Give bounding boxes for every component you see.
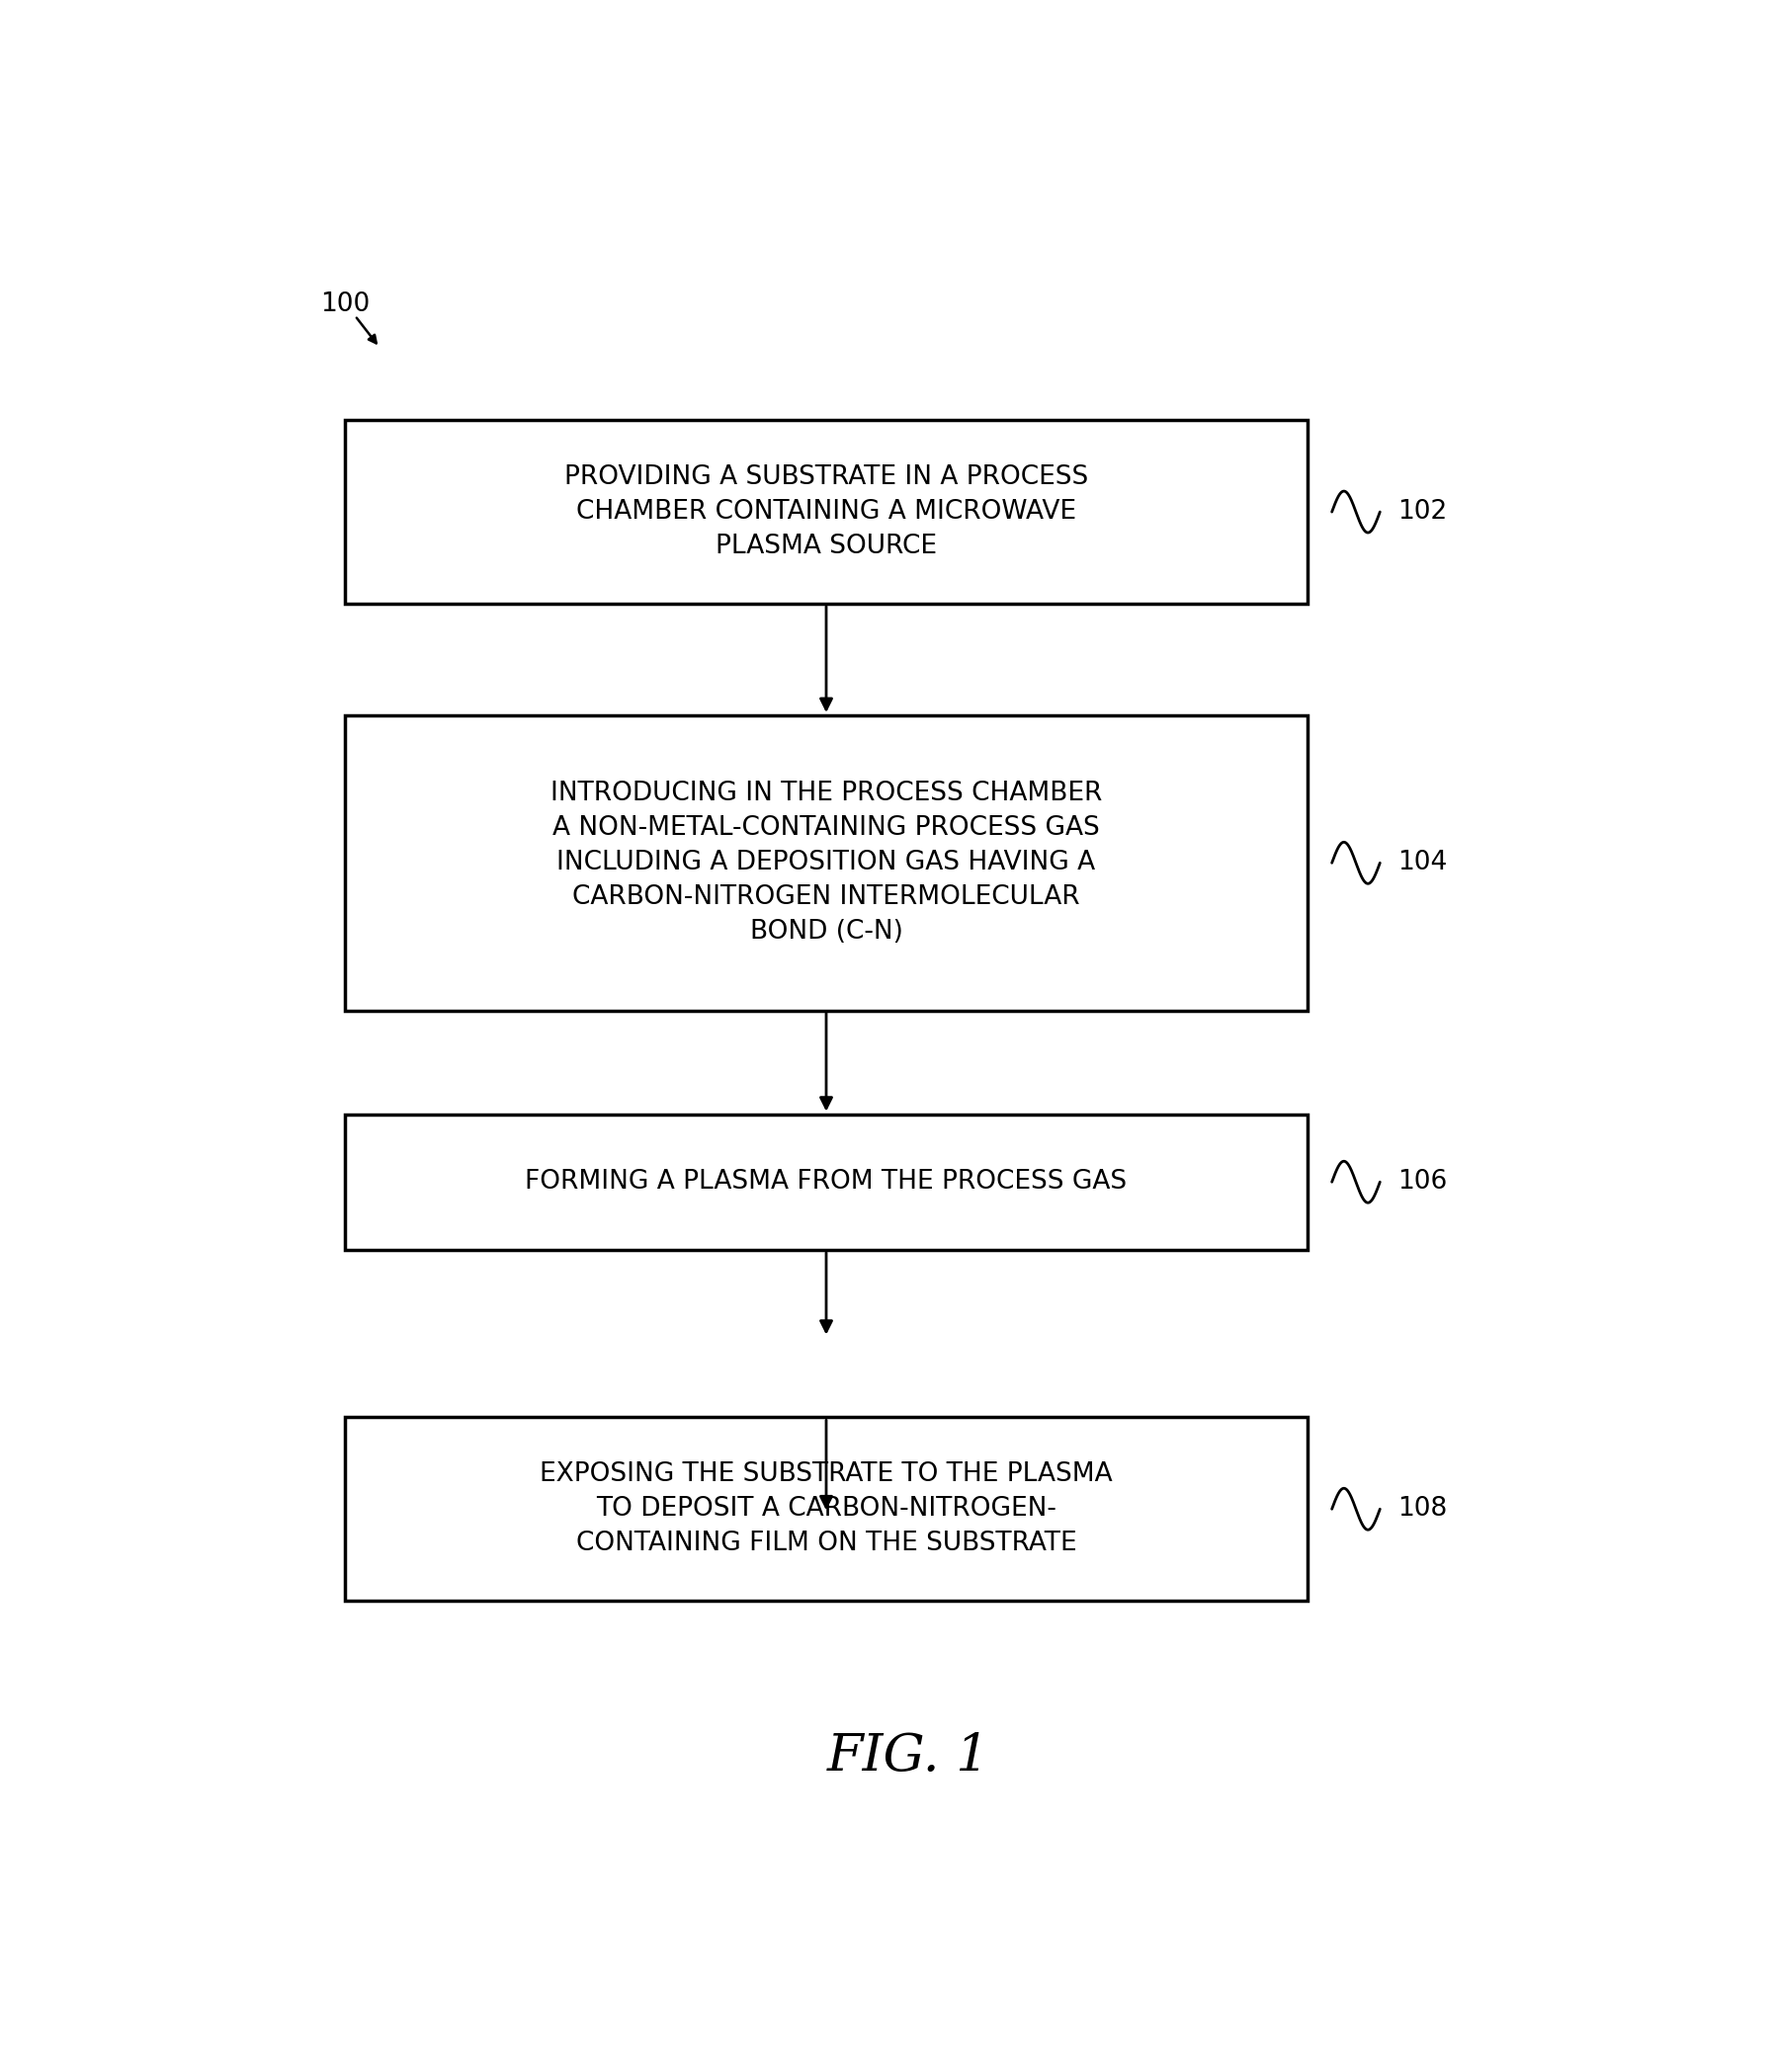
Text: 108: 108 [1397,1496,1447,1521]
Text: 106: 106 [1397,1169,1447,1196]
Text: FORMING A PLASMA FROM THE PROCESS GAS: FORMING A PLASMA FROM THE PROCESS GAS [525,1169,1128,1196]
Text: 104: 104 [1397,850,1447,876]
FancyBboxPatch shape [346,1417,1307,1602]
FancyBboxPatch shape [346,1115,1307,1249]
Text: INTRODUCING IN THE PROCESS CHAMBER
A NON-METAL-CONTAINING PROCESS GAS
INCLUDING : INTRODUCING IN THE PROCESS CHAMBER A NON… [550,781,1103,945]
Text: EXPOSING THE SUBSTRATE TO THE PLASMA
TO DEPOSIT A CARBON-NITROGEN-
CONTAINING FI: EXPOSING THE SUBSTRATE TO THE PLASMA TO … [539,1461,1113,1556]
Text: 102: 102 [1397,499,1447,524]
FancyBboxPatch shape [346,421,1307,603]
FancyBboxPatch shape [346,715,1307,1011]
Text: 100: 100 [321,292,371,317]
Text: PROVIDING A SUBSTRATE IN A PROCESS
CHAMBER CONTAINING A MICROWAVE
PLASMA SOURCE: PROVIDING A SUBSTRATE IN A PROCESS CHAMB… [564,464,1089,559]
Text: FIG. 1: FIG. 1 [828,1730,989,1782]
